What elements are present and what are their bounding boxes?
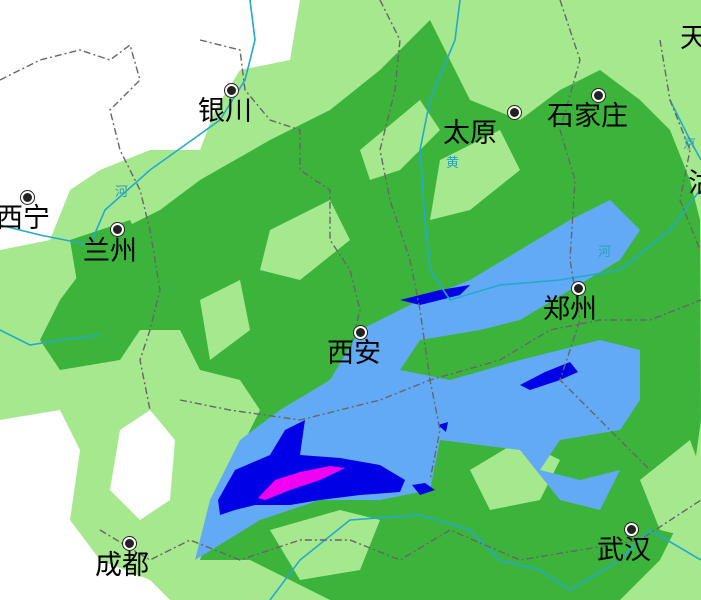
city-marker bbox=[225, 84, 238, 97]
city-marker bbox=[123, 537, 136, 550]
border bbox=[0, 43, 161, 411]
city-label-yinchuan: 银川 bbox=[198, 96, 252, 127]
light-rain-area bbox=[260, 200, 350, 280]
rainstorm-area bbox=[438, 422, 448, 432]
river bbox=[0, 329, 101, 346]
river-label: 河 bbox=[115, 185, 129, 200]
border bbox=[559, 0, 651, 471]
light-rain-area bbox=[360, 100, 440, 180]
rainstorm-area bbox=[412, 483, 435, 495]
province-borders bbox=[0, 0, 701, 561]
yangtze-river bbox=[269, 514, 701, 600]
light-rain-area bbox=[430, 130, 520, 220]
city-marker bbox=[354, 326, 367, 339]
border bbox=[99, 499, 701, 561]
light-rain-area bbox=[200, 280, 250, 360]
city-marker bbox=[111, 223, 124, 236]
yellow-river bbox=[0, 0, 256, 246]
river-label: 河 bbox=[598, 245, 612, 260]
city-label-tianjin: 天 bbox=[680, 23, 701, 54]
yellow-river bbox=[419, 0, 701, 301]
city-label-taiyuan: 太原 bbox=[443, 118, 497, 149]
city-label-partial: 沽 bbox=[688, 170, 701, 197]
city-label-xian: 西安 bbox=[327, 338, 381, 369]
city-label-wuhan: 武汉 bbox=[597, 535, 651, 566]
city-label-zhengzhou: 郑州 bbox=[543, 294, 597, 325]
heavy-rainstorm-area bbox=[258, 466, 345, 500]
no-rain-area bbox=[0, 0, 300, 250]
no-rain-area bbox=[0, 410, 170, 600]
border bbox=[659, 39, 701, 251]
city-marker bbox=[572, 282, 585, 295]
city-marker bbox=[625, 523, 638, 536]
city-label-shijiazhuang: 石家庄 bbox=[547, 101, 628, 132]
city-marker bbox=[21, 191, 34, 204]
city-label-xining: 西宁 bbox=[0, 203, 50, 234]
light-rain-area bbox=[640, 440, 701, 540]
river-label: 京 bbox=[683, 137, 697, 152]
city-label-lanzhou: 兰州 bbox=[83, 236, 137, 267]
city-label-chengdu: 成都 bbox=[95, 550, 149, 581]
city-marker bbox=[592, 89, 605, 102]
city-marker bbox=[508, 106, 521, 119]
river-label: 黄 bbox=[446, 156, 460, 171]
no-rain-areas bbox=[0, 0, 300, 600]
river bbox=[669, 99, 701, 161]
moderate-rain-area bbox=[70, 220, 150, 300]
no-rain-area bbox=[110, 410, 175, 520]
border bbox=[179, 299, 701, 421]
